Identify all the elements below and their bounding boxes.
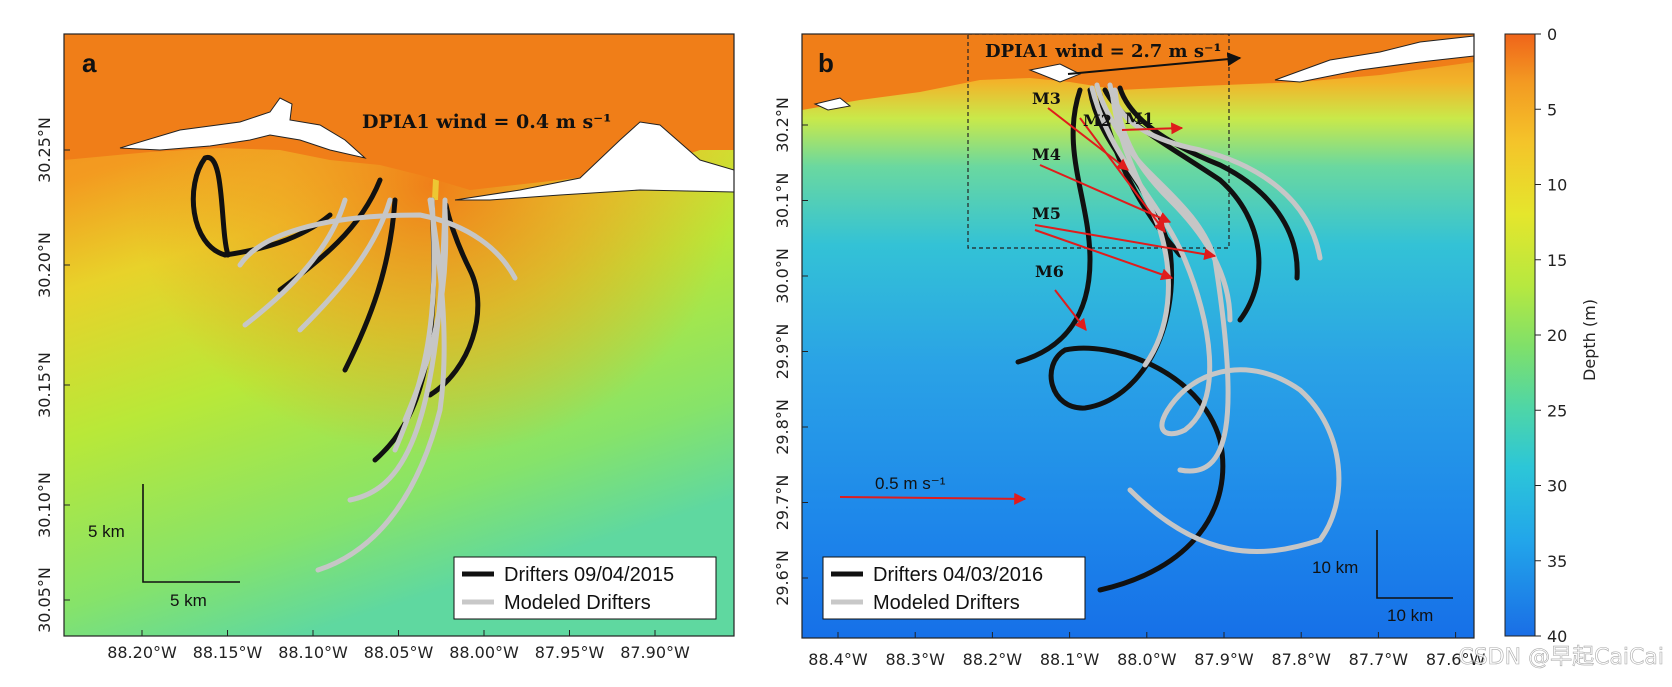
panel-b-lon-tick: 87.8°W: [1271, 650, 1331, 669]
panel-b-lat-tick: 30.1°N: [773, 173, 792, 229]
panel-a-lat-tick: 30.25°N: [35, 117, 54, 183]
panel-b-lon-tick: 88.0°W: [1117, 650, 1177, 669]
panel-b-bathymetry: [802, 34, 1474, 638]
panel-b-lat-axis: 30.2°N 30.1°N 30.0°N 29.9°N 29.8°N 29.7°N 29.6…: [773, 97, 808, 606]
panel-b-scale-horizontal-label: 10 km: [1387, 606, 1433, 625]
panel-a-modeled-drifters: [237, 197, 518, 573]
panel-a-lon-tick: 88.10°W: [278, 643, 348, 662]
panel-b-lon-tick: 87.6°W: [1426, 650, 1486, 669]
panel-a-lon-tick: 88.05°W: [364, 643, 434, 662]
depth-colorbar: 0 5 10 15 20 25 30 35 40 Depth (m): [1504, 25, 1599, 646]
panel-b-letter: b: [818, 48, 834, 78]
panel-a-island-east: [454, 121, 734, 201]
panel-a-lat-tick: 30.05°N: [35, 567, 54, 633]
panel-b-lon-tick: 88.2°W: [963, 650, 1023, 669]
panel-a-lat-tick: 30.10°N: [35, 472, 54, 538]
colorbar-label: Depth (m): [1580, 299, 1599, 381]
panel-a-lon-tick: 87.95°W: [535, 643, 605, 662]
colorbar-tick: 5: [1547, 100, 1557, 119]
panel-b: DPIA1 wind = 2.7 m s⁻¹ M3 M2 M1 M4 M5 M6…: [773, 33, 1485, 669]
panel-b-velocity-scale-label: 0.5 m s⁻¹: [875, 474, 946, 493]
panel-b-lat-tick: 29.9°N: [773, 324, 792, 380]
panel-a-scale-vertical-label: 5 km: [88, 522, 125, 541]
mooring-label-m3: M3: [1032, 89, 1061, 108]
mooring-label-m4: M4: [1032, 145, 1061, 164]
panel-a-legend-observed: Drifters 09/04/2015: [504, 564, 674, 586]
panel-a-lat-tick: 30.15°N: [35, 352, 54, 418]
colorbar-tick: 10: [1547, 176, 1567, 195]
panel-a-letter: a: [82, 48, 97, 78]
panel-a-wind-label: DPIA1 wind = 0.4 m s⁻¹: [362, 111, 612, 133]
colorbar-tick: 20: [1547, 326, 1567, 345]
panel-b-legend: Drifters 04/03/2016 Modeled Drifters: [822, 556, 1086, 620]
panel-b-scale-bar: [1376, 530, 1453, 599]
panel-b-lat-tick: 29.8°N: [773, 399, 792, 455]
panel-b-land: [802, 34, 1474, 110]
panel-b-scale-vertical-label: 10 km: [1312, 558, 1358, 577]
colorbar-tick: 30: [1547, 477, 1567, 496]
panel-b-lon-tick: 88.3°W: [885, 650, 945, 669]
panel-b-lon-tick: 88.1°W: [1040, 650, 1100, 669]
colorbar-tick: 25: [1547, 401, 1567, 420]
mooring-label-m5: M5: [1032, 204, 1061, 223]
colorbar-gradient: [1504, 33, 1536, 637]
panel-a-legend-modeled: Modeled Drifters: [504, 592, 651, 614]
colorbar-tick: 0: [1547, 25, 1557, 44]
panel-a-lon-tick: 87.90°W: [620, 643, 690, 662]
panel-b-wind-label: DPIA1 wind = 2.7 m s⁻¹: [985, 41, 1221, 62]
panel-b-lon-tick: 87.7°W: [1349, 650, 1409, 669]
colorbar-ticks: 0 5 10 15 20 25 30 35 40: [1535, 25, 1567, 646]
mooring-label-m1: M1: [1125, 109, 1154, 128]
panel-b-lat-tick: 29.7°N: [773, 475, 792, 531]
panel-a-lon-axis: 88.20°W 88.15°W 88.10°W 88.05°W 88.00°W 87.95…: [107, 630, 690, 662]
panel-b-legend-observed: Drifters 04/03/2016: [873, 564, 1043, 586]
panel-a-lon-tick: 88.00°W: [449, 643, 519, 662]
panel-b-legend-modeled: Modeled Drifters: [873, 592, 1020, 614]
mooring-label-m2: M2: [1083, 111, 1112, 130]
panel-b-lon-tick: 88.4°W: [808, 650, 868, 669]
panel-a-island-west: [119, 97, 367, 159]
panel-b-frame: [801, 33, 1475, 639]
panel-a-scale-horizontal-label: 5 km: [170, 591, 207, 610]
colorbar-tick: 40: [1547, 627, 1567, 646]
panel-a-lat-axis: 30.25°N 30.20°N 30.15°N 30.10°N 30.05°N: [35, 117, 70, 633]
panel-a-legend: Drifters 09/04/2015 Modeled Drifters: [453, 556, 717, 620]
panel-a-lon-tick: 88.15°W: [193, 643, 263, 662]
panel-b-lat-tick: 30.0°N: [773, 248, 792, 304]
panel-a-lon-tick: 88.20°W: [107, 643, 177, 662]
panel-b-current-arrows: [839, 107, 1217, 505]
panel-b-wind-arrow: [1067, 52, 1242, 75]
panel-a-lat-tick: 30.20°N: [35, 232, 54, 298]
colorbar-tick: 15: [1547, 251, 1567, 270]
panel-a: DPIA1 wind = 0.4 m s⁻¹ a 5 km 5 km Drift…: [35, 33, 735, 662]
panel-a-scale-bar: [142, 484, 240, 583]
panel-b-lat-tick: 29.6°N: [773, 550, 792, 606]
panel-b-lat-tick: 30.2°N: [773, 97, 792, 153]
panel-b-modeled-drifters: [1089, 82, 1342, 554]
mooring-label-m6: M6: [1035, 262, 1064, 281]
panel-b-lon-tick: 87.9°W: [1194, 650, 1254, 669]
panel-b-zoom-box: [967, 34, 1230, 249]
colorbar-tick: 35: [1547, 552, 1567, 571]
watermark: CSDN @早起CaiCai: [1458, 645, 1664, 670]
panel-b-lon-axis: 88.4°W 88.3°W 88.2°W 88.1°W 88.0°W 87.9°W 87.8…: [808, 632, 1485, 669]
panel-a-land: [64, 34, 734, 190]
